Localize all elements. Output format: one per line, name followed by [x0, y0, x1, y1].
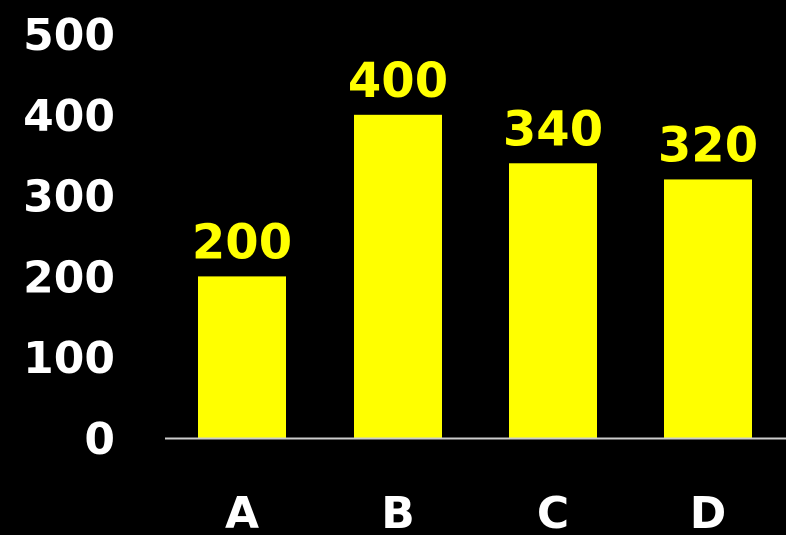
x-tick-label-c: C — [537, 488, 569, 535]
y-tick-label: 500 — [23, 10, 115, 61]
bar-c — [509, 163, 597, 438]
y-tick-label: 0 — [84, 414, 115, 465]
data-label-c: 340 — [503, 101, 603, 157]
data-label-a: 200 — [192, 214, 292, 270]
y-tick-label: 400 — [23, 91, 115, 142]
bar-a — [198, 276, 286, 438]
bar-b — [354, 114, 442, 439]
bar-group — [198, 114, 752, 439]
data-label-b: 400 — [348, 53, 448, 109]
data-label-d: 320 — [658, 117, 758, 173]
x-tick-label-d: D — [690, 488, 727, 535]
bar-d — [664, 179, 752, 438]
x-axis-category-labels: A B C D — [225, 488, 726, 535]
x-tick-label-a: A — [225, 488, 259, 535]
data-label-group: 200 400 340 320 — [192, 53, 758, 271]
y-tick-label: 300 — [23, 172, 115, 223]
x-tick-label-b: B — [381, 488, 415, 535]
y-tick-label: 100 — [23, 333, 115, 384]
y-tick-label: 200 — [23, 252, 115, 303]
y-axis-tick-labels: 0 100 200 300 400 500 — [23, 10, 115, 465]
